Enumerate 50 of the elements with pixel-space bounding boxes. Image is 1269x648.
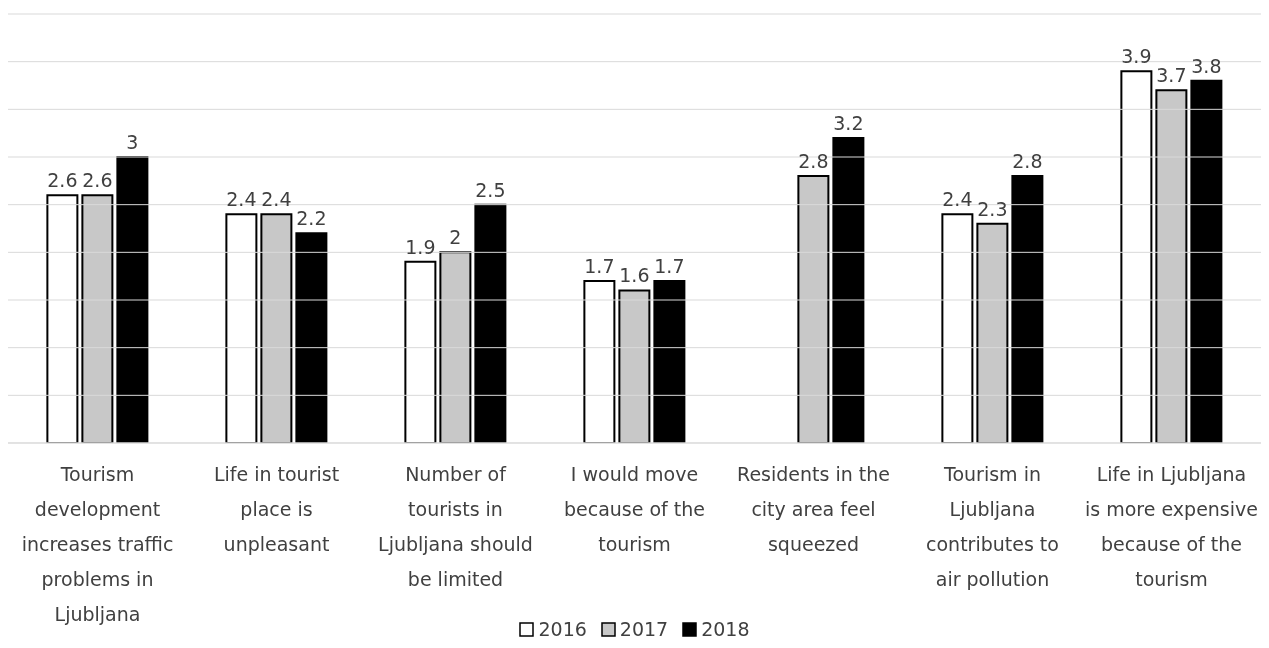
bar [1120,70,1153,443]
bar [797,175,830,443]
data-label: 3.2 [833,111,864,134]
data-label: 2.2 [296,207,327,230]
x-tick-label: Number of tourists in Ljubljana should be limited [378,463,533,590]
data-label: 1.6 [619,264,650,287]
bar [976,222,1009,443]
bar [618,289,651,443]
x-tick-label: Life in Ljubljana is more expensive because of the tourism [1085,463,1258,590]
data-label: 2.4 [261,188,292,211]
data-label: 2.8 [1012,150,1043,173]
bar [295,232,328,443]
data-label: 3.7 [1156,64,1187,87]
bar [404,260,437,443]
bar [583,279,616,443]
bar [116,156,149,443]
data-label: 2.3 [977,197,1008,220]
data-label: 1.9 [405,235,436,258]
bar [81,194,114,443]
legend-label: 2018 [700,618,750,640]
bar [1155,89,1188,443]
x-tick-label: I would move because of the tourism [563,463,706,555]
bar [225,213,258,443]
legend-label: 2017 [618,618,669,640]
x-tick-label: Tourism in Ljubljana contributes to air pollution [926,463,1059,590]
data-label: 2.4 [226,188,257,211]
bar [260,213,293,443]
bar [1011,175,1044,443]
data-label: 2.8 [798,150,829,173]
bar [1190,79,1223,443]
data-label: 1.7 [584,254,615,277]
data-label: 3 [126,131,139,153]
x-tick-label: Tourism development increases traffic problems in Ljubljana [21,463,174,625]
x-tick-label: Residents in the city area feel squeezed [737,463,890,555]
bar [653,279,686,443]
bar [941,213,974,443]
data-label: 2.6 [82,169,113,192]
bar [474,203,507,443]
bar [46,194,79,443]
data-label: 2 [449,226,462,249]
data-label: 2.5 [475,178,506,201]
bar [439,251,472,443]
data-label: 3.9 [1121,45,1152,68]
data-label: 1.7 [654,254,685,277]
legend-label: 2016 [537,618,587,640]
x-tick-label: Life in tourist place is unpleasant [213,463,340,555]
bar [832,136,865,443]
data-label: 2.6 [47,169,78,192]
data-label: 2.4 [942,188,973,211]
data-label: 3.8 [1191,54,1222,77]
